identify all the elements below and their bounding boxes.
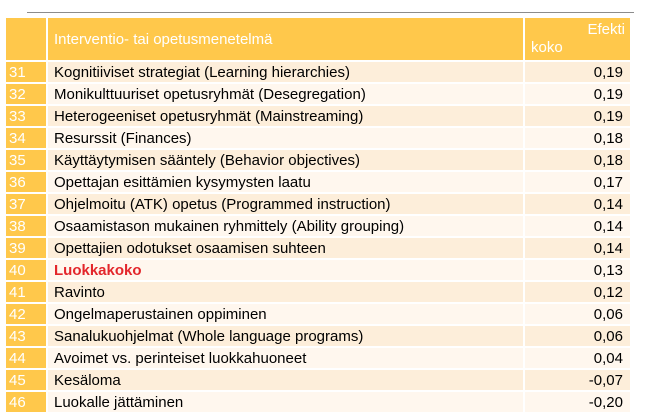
effect-size-table: Interventio- tai opetusmenetelmä Efekti …	[6, 18, 630, 412]
table-row: 33 Heterogeeniset opetusryhmät (Mainstrea…	[6, 104, 630, 127]
method-cell: Luokalle jättäminen	[47, 390, 525, 412]
top-divider	[27, 12, 634, 13]
method-cell: Luokkakoko	[47, 258, 525, 281]
rank-cell: 42	[6, 302, 48, 325]
table-row: 35 Käyttäytymisen sääntely (Behavior obje…	[6, 148, 630, 171]
method-cell: Opettajan esittämien kysymysten laatu	[47, 170, 525, 193]
effect-size-cell: 0,06	[524, 324, 630, 347]
table-row: 38 Osaamistason mukainen ryhmittely (Abil…	[6, 214, 630, 237]
effect-size-cell: 0,14	[524, 214, 630, 237]
rank-column-header	[6, 18, 48, 61]
effect-size-cell: 0,13	[524, 258, 630, 281]
table-row: 43 Sanalukuohjelmat (Whole language progr…	[6, 324, 630, 347]
effect-size-cell: 0,18	[524, 126, 630, 149]
table-row: 36 Opettajan esittämien kysymysten laatu 0…	[6, 170, 630, 193]
table-row: 45 Kesäloma -0,07	[6, 368, 630, 391]
method-cell: Osaamistason mukainen ryhmittely (Abilit…	[47, 214, 525, 237]
effect-size-cell: 0,19	[524, 104, 630, 127]
table-row: 32 Monikulttuuriset opetusryhmät (Desegre…	[6, 82, 630, 105]
table-row: 39 Opettajien odotukset osaamisen suhteen…	[6, 236, 630, 259]
method-cell: Kesäloma	[47, 368, 525, 391]
table-row: 34 Resurssit (Finances) 0,18	[6, 126, 630, 149]
rank-cell: 33	[6, 104, 48, 127]
rank-cell: 35	[6, 148, 48, 171]
rank-cell: 31	[6, 60, 48, 83]
effect-size-cell: 0,14	[524, 192, 630, 215]
rank-cell: 32	[6, 82, 48, 105]
method-cell: Monikulttuuriset opetusryhmät (Desegrega…	[47, 82, 525, 105]
effect-size-cell: 0,18	[524, 148, 630, 171]
rank-cell: 44	[6, 346, 48, 369]
table-row: 37 Ohjelmoitu (ATK) opetus (Programmed in…	[6, 192, 630, 215]
method-cell: Käyttäytymisen sääntely (Behavior object…	[47, 148, 525, 171]
method-cell: Ravinto	[47, 280, 525, 303]
rank-cell: 45	[6, 368, 48, 391]
method-cell: Resurssit (Finances)	[47, 126, 525, 149]
table-row: 40 Luokkakoko 0,13	[6, 258, 630, 281]
effect-header-line1: Efekti	[587, 21, 625, 38]
effect-size-cell: 0,19	[524, 60, 630, 83]
table-header-row: Interventio- tai opetusmenetelmä Efekti …	[6, 18, 630, 61]
effect-size-cell: 0,06	[524, 302, 630, 325]
effect-size-cell: 0,17	[524, 170, 630, 193]
rank-cell: 38	[6, 214, 48, 237]
effect-size-cell: 0,04	[524, 346, 630, 369]
rank-cell: 37	[6, 192, 48, 215]
method-column-header: Interventio- tai opetusmenetelmä	[47, 18, 525, 61]
method-cell: Kognitiiviset strategiat (Learning hiera…	[47, 60, 525, 83]
method-cell: Ohjelmoitu (ATK) opetus (Programmed inst…	[47, 192, 525, 215]
table-row: 42 Ongelmaperustainen oppiminen 0,06	[6, 302, 630, 325]
effect-size-cell: 0,14	[524, 236, 630, 259]
rank-cell: 41	[6, 280, 48, 303]
effect-size-cell: 0,12	[524, 280, 630, 303]
rank-cell: 40	[6, 258, 48, 281]
method-cell: Opettajien odotukset osaamisen suhteen	[47, 236, 525, 259]
method-cell: Avoimet vs. perinteiset luokkahuoneet	[47, 346, 525, 369]
method-cell: Ongelmaperustainen oppiminen	[47, 302, 525, 325]
method-cell: Heterogeeniset opetusryhmät (Mainstreami…	[47, 104, 525, 127]
rank-cell: 34	[6, 126, 48, 149]
rank-cell: 46	[6, 390, 48, 412]
table-row: 44 Avoimet vs. perinteiset luokkahuoneet 0…	[6, 346, 630, 369]
table-row: 46 Luokalle jättäminen -0,20	[6, 390, 630, 412]
effect-size-cell: 0,19	[524, 82, 630, 105]
rank-cell: 36	[6, 170, 48, 193]
table-row: 41 Ravinto 0,12	[6, 280, 630, 303]
table-row: 31 Kognitiiviset strategiat (Learning hie…	[6, 60, 630, 83]
rank-cell: 39	[6, 236, 48, 259]
method-cell: Sanalukuohjelmat (Whole language program…	[47, 324, 525, 347]
rank-cell: 43	[6, 324, 48, 347]
effect-size-cell: -0,20	[524, 390, 630, 412]
effect-size-cell: -0,07	[524, 368, 630, 391]
effect-size-column-header: Efekti koko	[524, 18, 630, 61]
effect-header-line2: koko	[531, 39, 563, 56]
